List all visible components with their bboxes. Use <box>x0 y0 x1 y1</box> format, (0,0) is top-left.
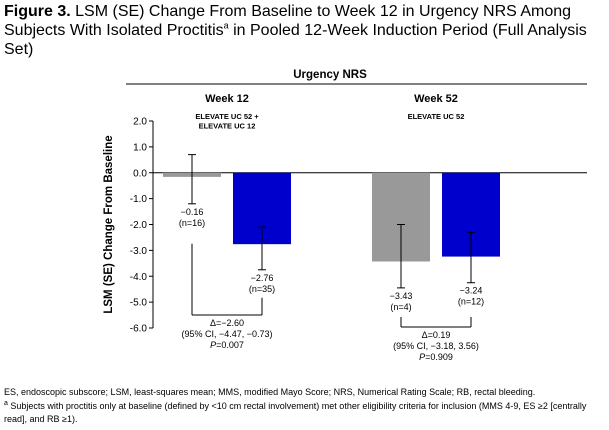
p-symbol: P <box>210 340 216 350</box>
data-label-n: (n=4) <box>390 302 411 312</box>
y-tick-label: 1.0 <box>133 142 147 153</box>
y-tick-label: 2.0 <box>133 117 147 128</box>
footnote-a-marker: a <box>4 400 8 407</box>
comparison-p-value: P=0.909 <box>419 352 453 362</box>
data-label-n: (n=12) <box>458 297 484 307</box>
data-label-n: (n=35) <box>249 284 275 294</box>
chart-header: Urgency NRS <box>293 69 367 81</box>
figure-title-text: LSM (SE) Change From Baseline to Week 12… <box>4 3 572 39</box>
data-label: −2.76 <box>251 273 274 283</box>
comparison-ci: (95% CI, −4.47, −0.73) <box>181 329 272 339</box>
y-tick-label: -5.0 <box>130 298 148 309</box>
data-label-n: (n=16) <box>179 218 205 228</box>
p-value-text: =0.007 <box>216 340 244 350</box>
group-subtitle: ELEVATE UC 52 <box>408 112 465 121</box>
y-tick-label: -6.0 <box>130 324 148 335</box>
abbreviations-footnote: ES, endoscopic subscore; LSM, least-squa… <box>4 387 536 397</box>
proctitis-footnote: a Subjects with proctitis only at baseli… <box>4 400 604 426</box>
group-title: Week 52 <box>414 93 458 105</box>
group-title: Week 12 <box>205 93 249 105</box>
y-axis-label: LSM (SE) Change From Baseline <box>103 135 115 313</box>
data-label: −3.43 <box>390 291 413 301</box>
y-tick-label: 0.0 <box>133 168 147 179</box>
p-value-text: =0.909 <box>425 352 453 362</box>
figure-title: Figure 3. LSM (SE) Change From Baseline … <box>4 2 604 59</box>
footnote-a-text: Subjects with proctitis only at baseline… <box>4 401 587 424</box>
group-subtitle: ELEVATE UC 12 <box>199 122 256 131</box>
figure-label: Figure 3. <box>4 3 71 20</box>
comparison-delta: Δ=−2.60 <box>210 318 244 328</box>
figure-title-text-end: in Pooled 12-Week Induction Period (Full… <box>4 22 587 58</box>
y-tick-label: -3.0 <box>130 246 148 257</box>
comparison-ci: (95% CI, −3.18, 3.56) <box>393 341 479 351</box>
y-tick-label: -1.0 <box>130 194 148 205</box>
data-label: −3.24 <box>460 286 483 296</box>
data-label: −0.16 <box>181 207 204 217</box>
footnote-marker: a <box>223 20 229 31</box>
comparison-delta: Δ=0.19 <box>422 330 451 340</box>
y-tick-label: -2.0 <box>130 220 148 231</box>
comparison-p-value: P=0.007 <box>210 340 244 350</box>
p-symbol: P <box>419 352 425 362</box>
group-subtitle: ELEVATE UC 52 + <box>195 112 259 121</box>
y-tick-label: -4.0 <box>130 272 148 283</box>
